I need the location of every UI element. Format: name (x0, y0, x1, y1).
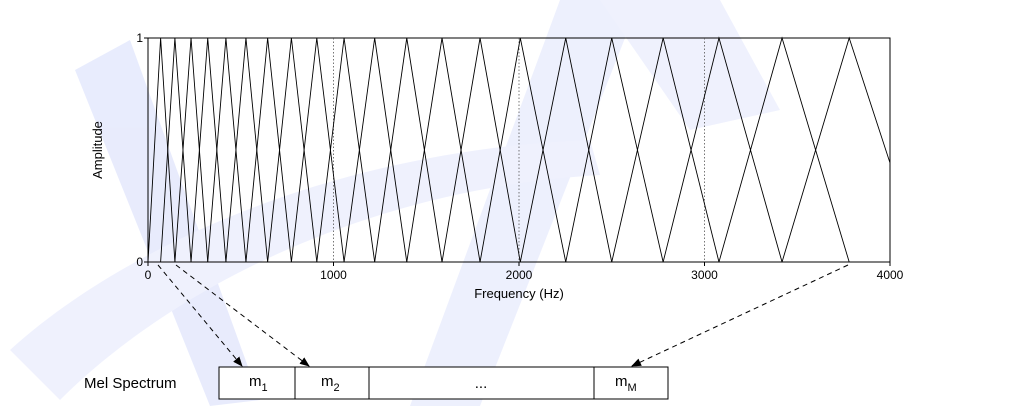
y-tick-label-0: 0 (136, 255, 143, 269)
y-axis-ticks (144, 37, 148, 263)
filter-triangle-21 (781, 36, 891, 263)
x-axis-ticks (147, 262, 891, 266)
watermark (10, 0, 780, 406)
filter-triangle-11 (343, 37, 408, 263)
filter-triangle-18 (611, 37, 720, 263)
x-axis-title: Frequency (Hz) (474, 286, 564, 301)
filter-triangle-8 (267, 37, 318, 263)
filter-triangle-20 (718, 36, 850, 263)
y-axis-title: Amplitude (90, 121, 105, 179)
filter-triangle-9 (290, 37, 345, 263)
mel-cell-ellipsis: ... (475, 375, 488, 392)
filter-triangle-14 (441, 37, 521, 263)
filter-triangle-5 (207, 37, 247, 263)
filter-triangle-4 (190, 37, 227, 263)
mel-cell-2: m2 (321, 373, 340, 394)
x-tick-label-3: 3000 (691, 268, 718, 282)
filter-triangle-13 (406, 37, 481, 263)
filter-triangle-3 (174, 37, 209, 263)
arrow-to-m2 (175, 264, 310, 367)
filter-bank (147, 36, 891, 263)
y-tick-label-1: 1 (136, 31, 143, 45)
mel-spectrum-vector: m1 m2 ... mM (218, 366, 669, 400)
mel-cell-M: mM (615, 373, 637, 394)
filter-triangle-12 (374, 37, 443, 263)
x-tick-label-2: 2000 (506, 268, 533, 282)
filter-triangle-7 (245, 37, 292, 263)
filter-triangle-10 (316, 37, 376, 263)
filter-triangle-6 (225, 37, 269, 263)
mapping-arrows (157, 264, 849, 367)
filter-triangle-17 (565, 37, 664, 263)
mel-cell-1: m1 (249, 373, 268, 394)
x-tick-label-0: 0 (145, 268, 152, 282)
filter-triangle-15 (479, 37, 567, 263)
filter-triangle-19 (662, 36, 783, 263)
mel-spectrum-label: Mel Spectrum (84, 375, 177, 392)
filter-triangle-1 (147, 37, 176, 263)
x-tick-label-1: 1000 (320, 268, 347, 282)
arrow-to-mM (631, 264, 849, 367)
filter-triangle-16 (519, 37, 613, 263)
arrow-to-m1 (157, 264, 243, 367)
x-tick-label-4: 4000 (877, 268, 904, 282)
reference-lines (333, 38, 705, 262)
filter-triangle-2 (160, 37, 192, 263)
